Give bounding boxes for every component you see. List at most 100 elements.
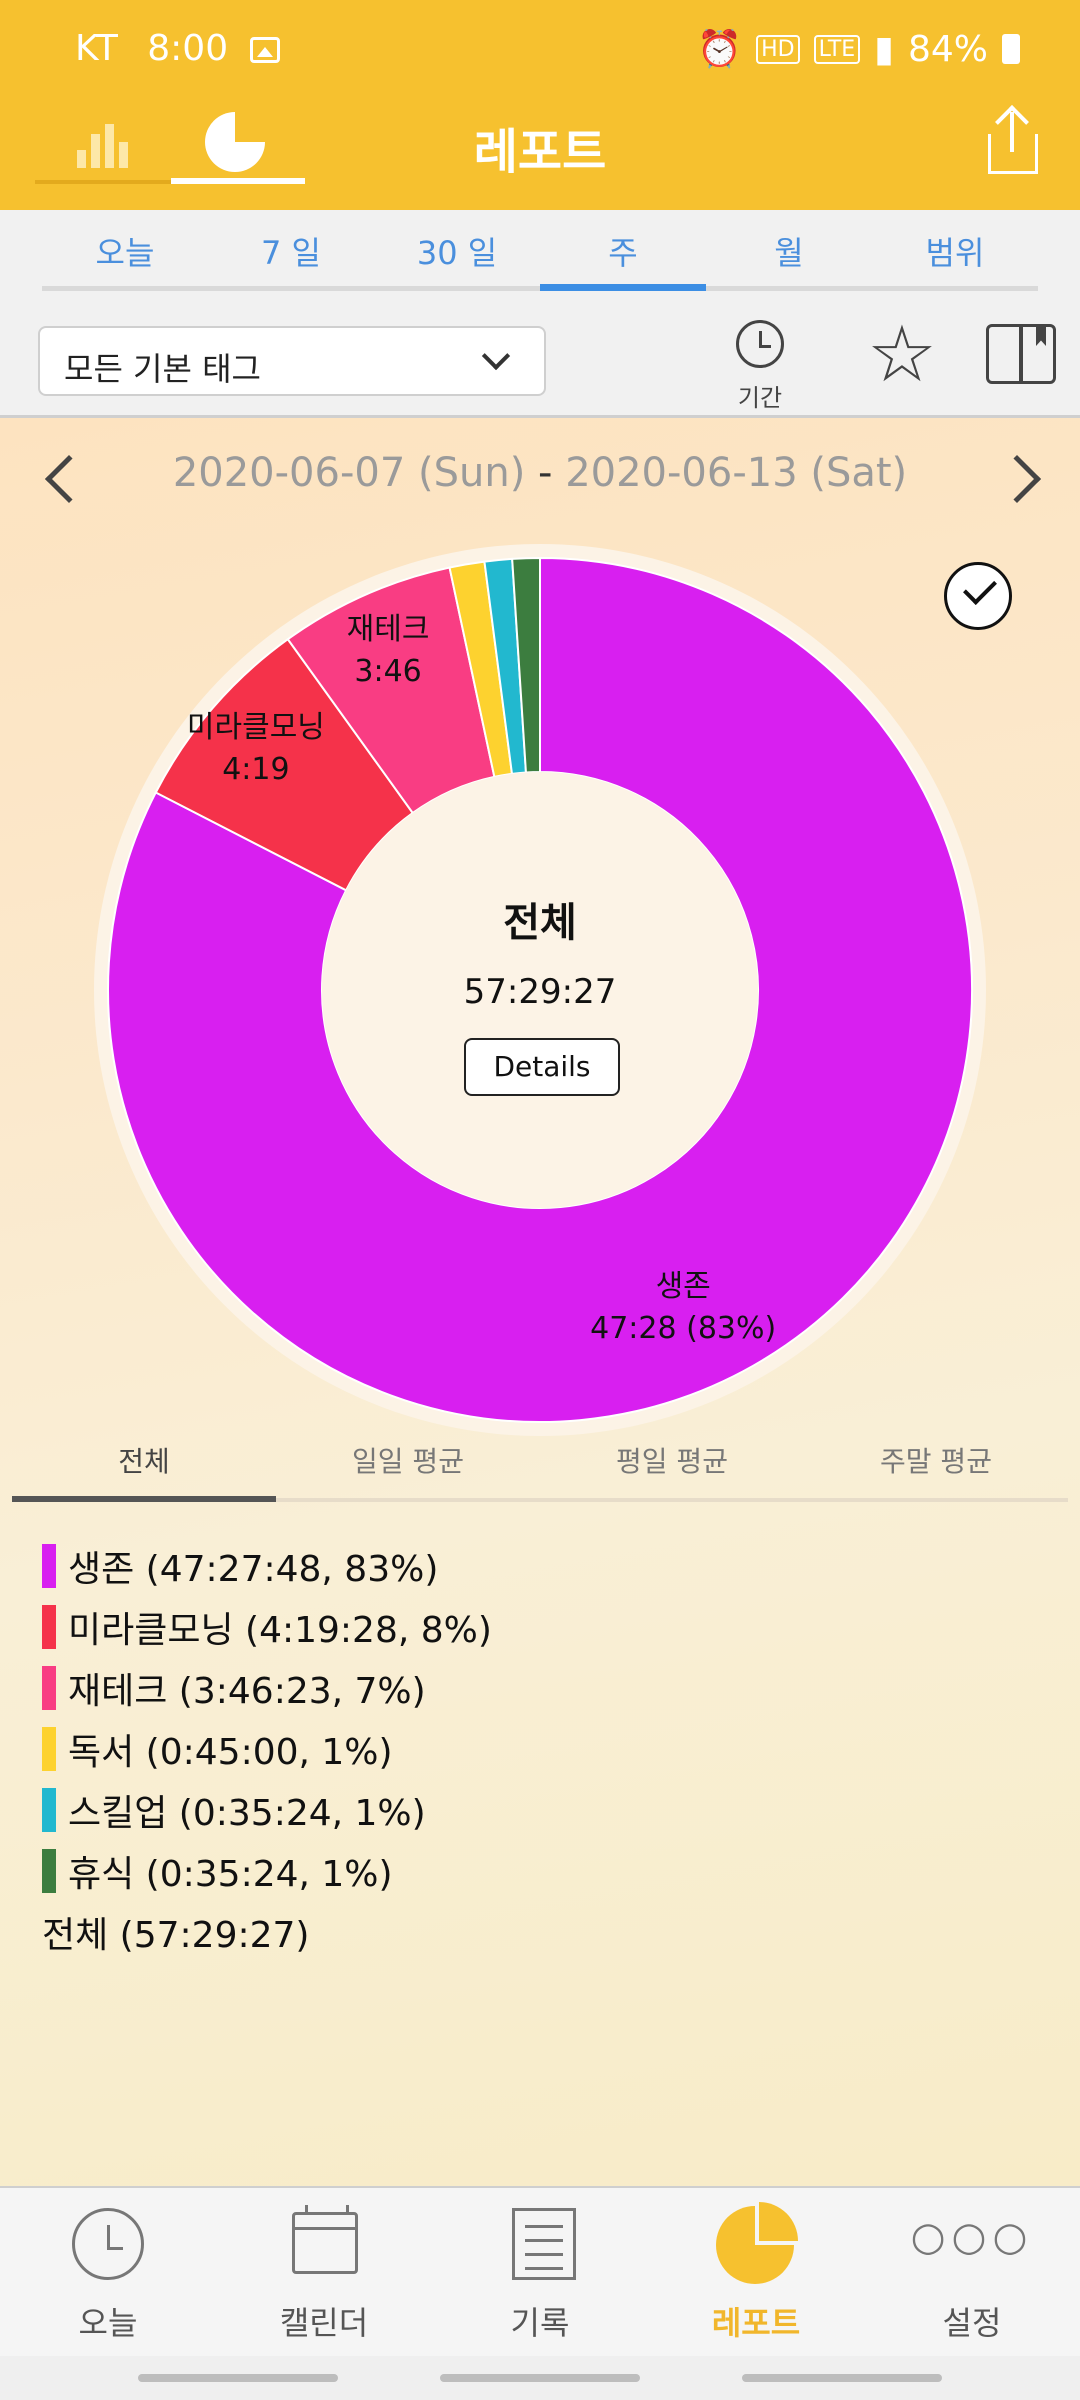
tab-7-days[interactable]: 7 일 xyxy=(261,234,321,272)
stats-tab-active-indicator xyxy=(12,1496,276,1502)
legend-swatch xyxy=(42,1849,56,1893)
tab-weekday-average[interactable]: 평일 평균 xyxy=(616,1445,728,1478)
legend-label: 독서 (0:45:00, 1%) xyxy=(68,1732,393,1773)
nav-gesture-pill[interactable] xyxy=(440,2374,640,2382)
nav-label: 설정 xyxy=(942,2304,1002,2342)
tag-dropdown-value: 모든 기본 태그 xyxy=(64,350,261,388)
carrier: KT xyxy=(75,28,118,69)
slice-label: 3:46 xyxy=(354,654,421,689)
legend-label: 생존 (47:27:48, 83%) xyxy=(68,1549,439,1590)
legend-total: 전체 (57:29:27) xyxy=(42,1902,1042,1963)
nav-records[interactable]: 기록 xyxy=(432,2202,648,2352)
legend-label: 스킬업 (0:35:24, 1%) xyxy=(68,1793,426,1834)
bottom-nav: 오늘 캘린더 기록 레포트 ○○○ 설정 xyxy=(0,2186,1080,2356)
legend-item: 스킬업 (0:35:24, 1%) xyxy=(42,1780,1042,1841)
tab-30-days[interactable]: 30 일 xyxy=(416,234,498,272)
donut-chart-svg: 생존 47:28 (83%) 미라클모닝 4:19 재테크 3:46 xyxy=(94,544,986,1436)
filter-row: 모든 기본 태그 기간 ☆ xyxy=(0,300,1080,418)
nav-report[interactable]: 레포트 xyxy=(648,2202,864,2352)
date-end: 2020-06-13 (Sat) xyxy=(565,450,908,496)
toggle-active-indicator xyxy=(171,178,305,184)
legend-label: 휴식 (0:35:24, 1%) xyxy=(68,1854,393,1895)
slice-label: 생존 xyxy=(656,1269,711,1304)
clock-time: 8:00 xyxy=(147,28,229,69)
legend-item: 생존 (47:27:48, 83%) xyxy=(42,1536,1042,1597)
gesture-bar xyxy=(0,2356,1080,2400)
slice-label: 4:19 xyxy=(222,752,289,787)
page-title: 레포트 xyxy=(473,124,607,180)
document-icon xyxy=(512,2208,576,2280)
legend-swatch xyxy=(42,1605,56,1649)
pie-chart-icon xyxy=(716,2206,794,2284)
check-icon[interactable] xyxy=(944,562,1012,630)
tab-weekend-average[interactable]: 주말 평균 xyxy=(880,1445,992,1478)
tab-daily-average[interactable]: 일일 평균 xyxy=(352,1445,464,1478)
tag-dropdown[interactable]: 모든 기본 태그 xyxy=(38,326,546,396)
legend-label: 재테크 (3:46:23, 7%) xyxy=(68,1671,426,1712)
period-button[interactable]: 기간 xyxy=(720,320,800,412)
tab-month[interactable]: 월 xyxy=(774,234,804,272)
nav-gesture-pill[interactable] xyxy=(742,2374,942,2382)
nav-gesture-pill[interactable] xyxy=(138,2374,338,2382)
legend-swatch xyxy=(42,1727,56,1771)
legend-item: 재테크 (3:46:23, 7%) xyxy=(42,1658,1042,1719)
toggle-track xyxy=(35,180,305,184)
legend-swatch xyxy=(42,1788,56,1832)
legend-swatch xyxy=(42,1544,56,1588)
nav-calendar[interactable]: 캘린더 xyxy=(216,2202,432,2352)
pie-slice[interactable] xyxy=(107,556,973,1423)
tab-week[interactable]: 주 xyxy=(608,234,638,272)
legend-item: 독서 (0:45:00, 1%) xyxy=(42,1719,1042,1780)
battery-icon xyxy=(1002,34,1020,64)
slice-label: 재테크 xyxy=(347,612,430,647)
star-icon[interactable]: ☆ xyxy=(867,310,937,400)
battery-level: 84% xyxy=(907,28,988,70)
bookmark-ribbon xyxy=(1036,324,1046,346)
nav-label: 레포트 xyxy=(711,2304,801,2342)
pie-chart-icon xyxy=(205,112,265,172)
hd-icon: HD xyxy=(756,34,800,64)
date-navigator: 2020-06-07 (Sun) - 2020-06-13 (Sat) xyxy=(0,450,1080,510)
nav-settings[interactable]: ○○○ 설정 xyxy=(864,2202,1080,2352)
bar-chart-icon[interactable] xyxy=(75,100,135,180)
donut-chart: 생존 47:28 (83%) 미라클모닝 4:19 재테크 3:46 xyxy=(90,540,990,1440)
tab-today[interactable]: 오늘 xyxy=(95,234,155,272)
range-tab-active-indicator xyxy=(540,284,706,291)
nav-label: 캘린더 xyxy=(279,2304,369,2342)
more-icon: ○○○ xyxy=(910,2214,1034,2260)
slice-label: 47:28 (83%) xyxy=(590,1311,776,1346)
chevron-down-icon xyxy=(481,341,511,371)
image-icon xyxy=(249,37,280,63)
share-arrow xyxy=(1010,112,1014,152)
nav-today[interactable]: 오늘 xyxy=(0,2202,216,2352)
book-icon[interactable] xyxy=(986,324,1058,386)
view-toggle xyxy=(35,100,305,188)
pie-chart-toggle[interactable] xyxy=(205,100,265,180)
legend: 생존 (47:27:48, 83%) 미라클모닝 (4:19:28, 8%) 재… xyxy=(42,1536,1042,1963)
doc-line xyxy=(525,2239,563,2242)
calendar-icon xyxy=(292,2205,358,2274)
details-button[interactable]: Details xyxy=(464,1038,620,1096)
clock-icon xyxy=(736,320,784,368)
share-button[interactable] xyxy=(986,105,1040,174)
stats-tab-track xyxy=(12,1498,1068,1502)
share-icon xyxy=(988,134,1038,174)
legend-swatch xyxy=(42,1666,56,1710)
tab-range[interactable]: 범위 xyxy=(925,234,985,272)
legend-total-label: 전체 (57:29:27) xyxy=(42,1915,310,1956)
status-bar: KT 8:00 ⏰ HD LTE ▮ 84% xyxy=(0,22,1080,78)
nav-label: 오늘 xyxy=(78,2304,138,2342)
donut-hole xyxy=(322,772,758,1208)
app-header: KT 8:00 ⏰ HD LTE ▮ 84% 레포트 xyxy=(0,0,1080,210)
doc-line xyxy=(525,2267,563,2270)
period-label: 기간 xyxy=(737,384,783,412)
doc-line xyxy=(525,2225,563,2228)
nav-label: 기록 xyxy=(510,2304,570,2342)
lte-icon: LTE xyxy=(813,34,861,64)
legend-item: 휴식 (0:35:24, 1%) xyxy=(42,1841,1042,1902)
clock-icon xyxy=(72,2208,144,2280)
date-range: 2020-06-07 (Sun) - 2020-06-13 (Sat) xyxy=(0,450,1080,496)
alarm-icon: ⏰ xyxy=(697,29,743,70)
tab-total[interactable]: 전체 xyxy=(118,1445,170,1478)
book-page-left xyxy=(986,324,1022,384)
